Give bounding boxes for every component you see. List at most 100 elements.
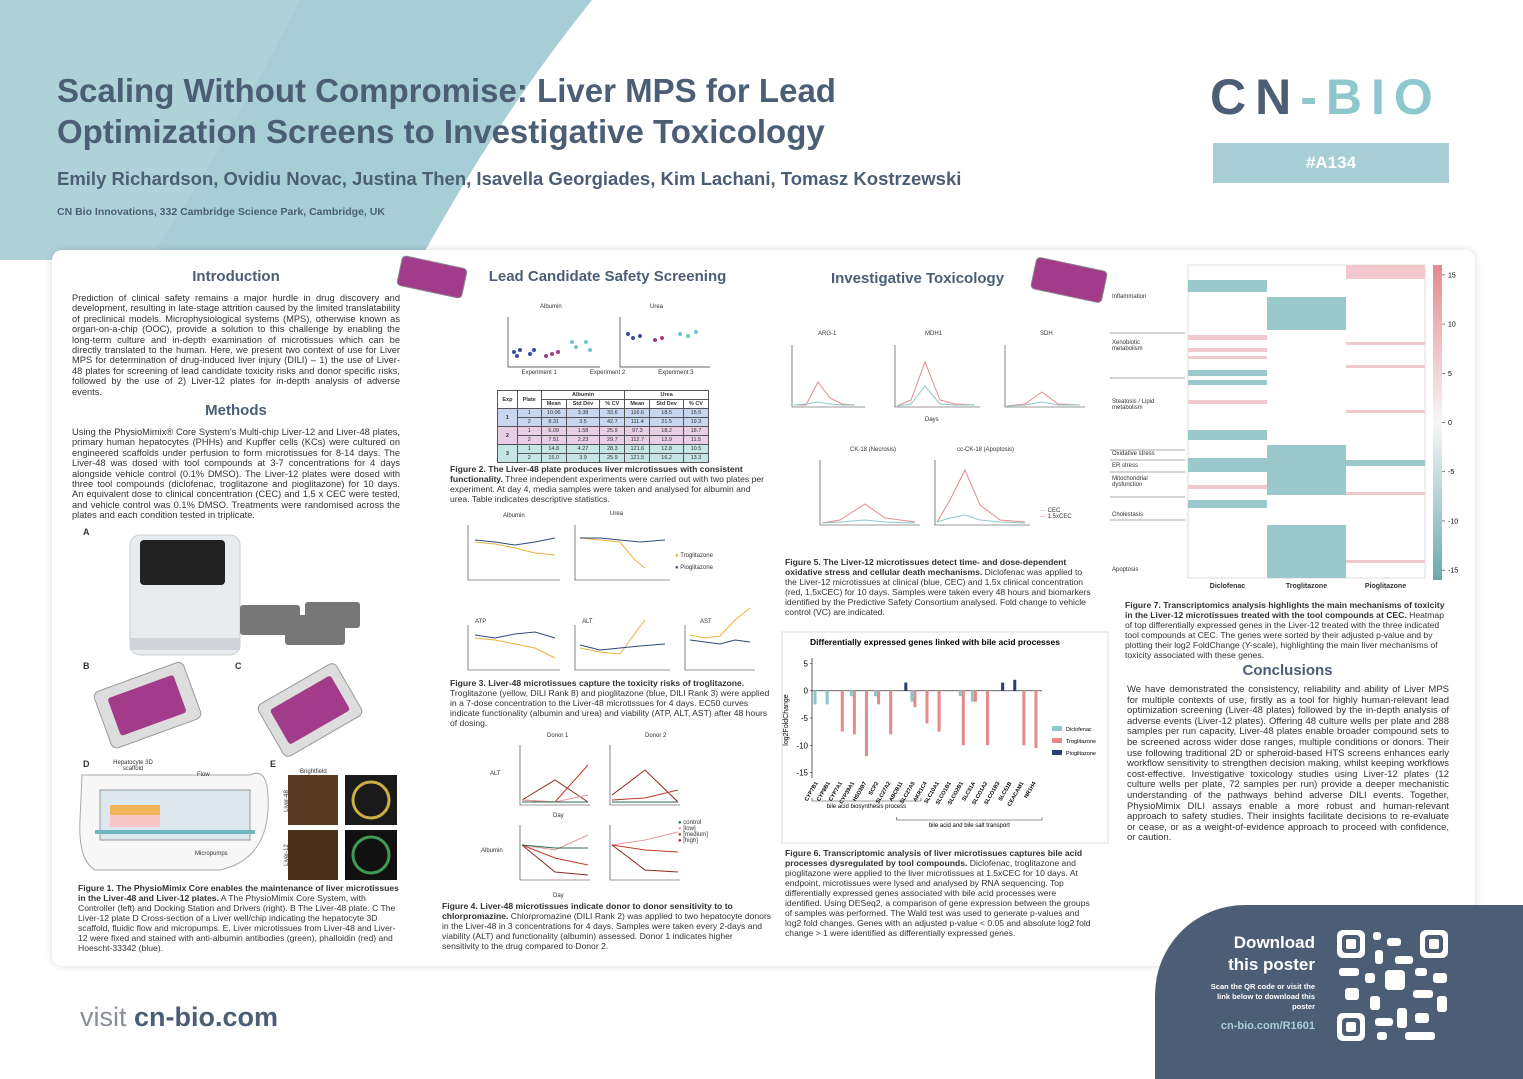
decoration [821,503,916,524]
legend-item: ● [high] [678,838,708,844]
table-cell: 15.5 [682,408,710,418]
decoration [1375,950,1383,964]
bar [961,690,965,746]
bar [973,690,977,702]
decoration [528,352,532,356]
download-link[interactable]: cn-bio.com/R1601 [1220,1020,1315,1032]
caption-text: A The PhysioMimix Core System, with Cont… [78,893,396,953]
decoration [1370,996,1380,1010]
decoration [686,334,690,338]
bar [889,690,893,735]
affiliation: CN Bio Innovations, 332 Cambridge Scienc… [57,206,385,218]
decoration [532,348,536,352]
decoration [521,794,589,803]
caption-text: Three independent experiments were carri… [450,474,764,504]
decoration [1346,939,1356,949]
decoration [288,775,338,825]
decoration [550,352,554,356]
decoration [467,525,560,581]
table-header: Plate [516,390,542,409]
decoration [288,830,338,880]
table-row: 2 7.51 2.23 29.7 112.7 12.9 11.5 [497,435,710,445]
decoration [609,825,680,881]
qr-code[interactable] [1335,928,1450,1043]
group-bracket [811,798,922,802]
paragraph: Prediction of clinical safety remains a … [72,293,400,397]
legend-swatch [1052,726,1062,731]
table-header: Exp [497,390,518,409]
table-cell: 21.5 [649,417,684,427]
panel-label: C [235,661,242,671]
panel-label: D [83,759,90,769]
bar [986,690,990,746]
legend-item: ● Troglitazone [675,553,713,559]
decoration [791,345,865,408]
decoration [1188,356,1267,359]
y-axis-label: log2FoldChange [783,694,790,745]
diagram-label: Liver-12 [283,844,290,866]
decoration [1267,297,1346,330]
bar [877,690,881,705]
decoration [1397,1008,1407,1028]
legend-swatch: ● [678,820,682,826]
chart-title: Albumin [503,513,525,519]
decoration [467,525,755,671]
row-group-label: Xenobiotic metabolism [1112,340,1143,352]
caption: Figure 1. The PhysioMimix Core enables t… [78,883,403,953]
caption-bold: Figure 3. Liver-48 microtissues capture … [450,678,745,688]
title-line: Optimization Screens to Investigative To… [57,113,825,150]
chart-title: CK-18 (Necrosis) [850,447,897,453]
decoration [631,336,635,340]
chart-title: SDH [1040,331,1053,337]
decoration [474,537,556,546]
diagram-label: Hepatocyte 3D scaffold [113,760,153,772]
section-heading: Lead Candidate Safety Screening [488,268,727,285]
chart-title: MDH1 [925,331,943,337]
decoration [1188,400,1267,404]
decoration [507,317,710,368]
table-cell: 42.7 [599,417,626,427]
decoration [1375,1018,1393,1026]
caption-text: Heatmap of top differentially expressed … [1125,610,1444,660]
decoration [1346,410,1425,413]
table-cell: 4.27 [565,444,601,454]
plate-icon [1030,257,1108,303]
column-label: Diclofenac [1209,583,1246,590]
caption-bold: Figure 7. Transcriptomics analysis highl… [1125,600,1445,620]
bar [849,690,853,697]
decoration [588,348,592,352]
axis-label: Experiment 3 [658,370,694,376]
decoration [1429,939,1439,949]
y-tick-label: -10 [796,741,808,750]
chart-title: Albumin [540,304,562,310]
decoration [1030,257,1108,303]
decoration [1188,370,1267,376]
decoration [689,607,751,639]
table-row: 2 1 6.09 1.58 25.9 97.3 18.2 18.7 [497,426,710,445]
decoration [794,381,856,406]
table-row: 1 1 10.06 3.38 33.6 116.6 18.5 15.5 [497,408,710,427]
figure-1-art [79,534,397,880]
chart-title: ATP [475,619,487,625]
colorbar-tick-label: -10 [1448,518,1458,525]
title: Scaling Without Compromise: Liver MPS fo… [57,70,836,152]
decoration [609,745,680,806]
decoration [351,780,391,820]
row-label: Albumin [481,848,503,854]
logo-left: CN [1210,69,1301,125]
site-link[interactable]: cn-bio.com [134,1002,279,1032]
table-header: Albumin [540,390,626,400]
y-tick-label: -5 [801,714,809,723]
bar [970,690,974,702]
decoration [240,602,360,645]
decoration [1346,365,1425,368]
chart-title: cc-CK-18 (Apoptosis) [957,447,1015,453]
decoration [1413,990,1433,998]
heatmap-row-groups: Inflammation Xenobiotic metabolism Steat… [1112,260,1187,590]
decoration [1188,280,1425,578]
download-note: Scan the QR code or visit the link below… [1210,982,1315,1011]
axis-label: Day [553,893,564,899]
colorbar-tick-label: 0 [1448,420,1452,427]
legend-label: [medium] [683,832,708,838]
